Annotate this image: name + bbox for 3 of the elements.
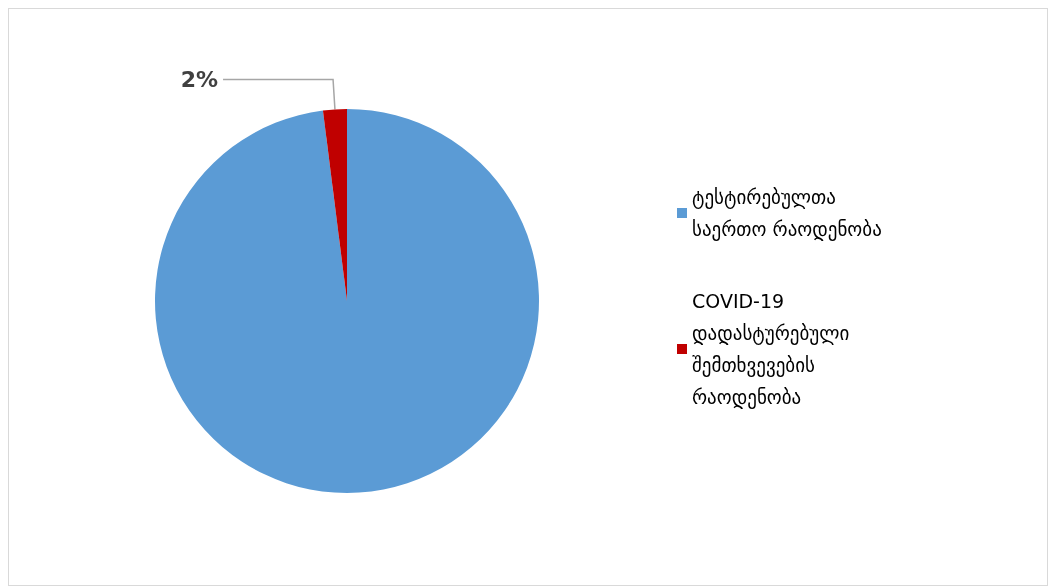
data-label: 2% (180, 66, 219, 92)
legend-label: COVID-19 დადასტურებული შემთხვევების რაოდენობა (692, 290, 856, 409)
legend-label: ტესტირებულთა საერთო რაოდენობა (692, 186, 882, 241)
